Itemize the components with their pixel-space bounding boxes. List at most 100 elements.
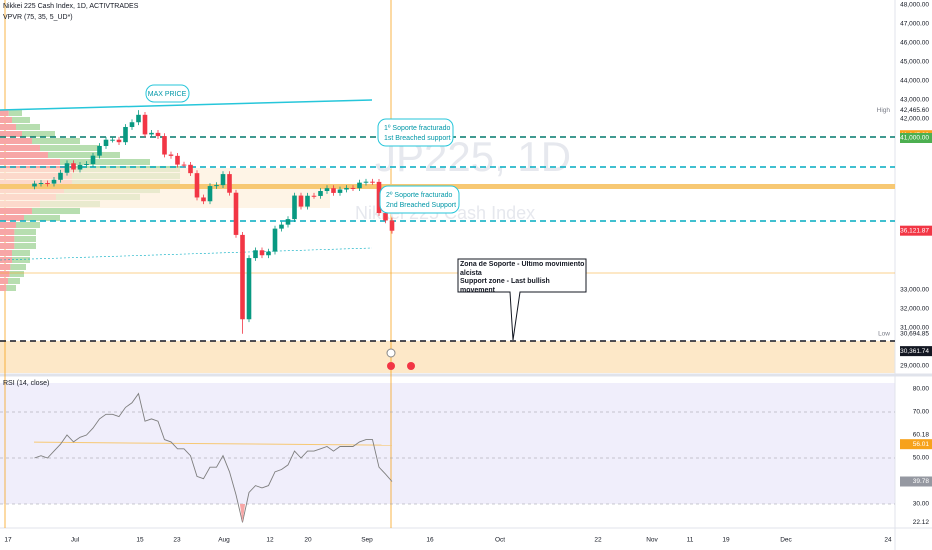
candle-body [51, 179, 57, 184]
callout [145, 84, 190, 103]
profile-bar [0, 208, 32, 214]
candle-body [311, 195, 317, 197]
profile-bar [0, 278, 8, 284]
candle-body [149, 132, 154, 135]
candle-body [38, 183, 44, 185]
callout-text: Support zone - Last bullish movement [460, 278, 550, 292]
candle-body [344, 187, 349, 190]
price-label: 30,361.74 [900, 348, 929, 355]
profile-bar [0, 110, 9, 116]
candle-body [363, 181, 369, 183]
rsi-tick-label: 22.12 [913, 519, 930, 526]
indicator-title: VPVR (75, 35, 5_UD*) [3, 14, 73, 21]
profile-bar [0, 124, 16, 130]
candle-body [253, 250, 258, 259]
candle-body [240, 234, 245, 320]
price-tick-label: 45,000.00 [900, 59, 929, 66]
callout [377, 118, 454, 147]
candle-body [227, 174, 232, 193]
profile-bar [0, 236, 15, 242]
profile-bar [16, 222, 40, 228]
candle-body [168, 154, 174, 156]
candle-body [123, 126, 128, 143]
profile-bar [0, 145, 40, 151]
candle-body [45, 183, 50, 185]
candle-body [331, 188, 336, 193]
candle-body [142, 114, 148, 135]
price-label: 56.01 [913, 441, 930, 448]
time-label: 22 [594, 537, 602, 544]
candle-body [305, 195, 310, 207]
price-tag: Low [878, 331, 890, 338]
candle-body [201, 197, 206, 202]
event-icon [407, 362, 415, 370]
time-label: Sep [361, 537, 373, 544]
profile-bar [0, 271, 10, 277]
candle-body [84, 164, 89, 166]
candle-body [58, 172, 63, 180]
candle-body [175, 155, 180, 165]
candle-body [103, 139, 109, 146]
profile-bar [22, 131, 55, 137]
support-zone [0, 341, 895, 373]
time-label: Oct [495, 537, 505, 544]
price-tick-label: 31,000.00 [900, 325, 929, 332]
profile-bar [12, 250, 30, 256]
profile-bar [0, 250, 12, 256]
candle-body [357, 182, 362, 189]
rsi-tick-label: 60.18 [913, 431, 930, 438]
time-label: 24 [884, 537, 892, 544]
candle-body [64, 163, 70, 173]
profile-bar [12, 257, 30, 263]
candle-body [71, 163, 76, 170]
rsi-ma [33, 441, 393, 446]
price-tick-label: 29,000.00 [900, 363, 929, 370]
price-tick-label: 32,000.00 [900, 306, 929, 313]
profile-bar [0, 117, 12, 123]
price-label-bg [900, 346, 932, 357]
price-label: 42,465.60 [900, 107, 929, 114]
candle-body [220, 174, 226, 186]
candle-body [259, 250, 265, 256]
event-icon [387, 362, 395, 370]
callout-text: 1º Soporte fracturado [384, 125, 450, 132]
profile-bar [0, 285, 7, 291]
rsi-oversold [239, 504, 246, 523]
profile-bar [0, 152, 48, 158]
price-label-bg [900, 133, 932, 143]
candle-body [129, 122, 135, 127]
price-label: 30,694.85 [900, 331, 929, 338]
price-label-bg [900, 225, 932, 236]
profile-bar [9, 271, 24, 277]
time-label: 12 [266, 537, 274, 544]
profile-bar [8, 278, 20, 284]
candle-body [90, 155, 96, 165]
candle-body [337, 189, 343, 193]
profile-bar [14, 229, 36, 235]
callout-text: Zona de Soporte - Último movimiento alci… [460, 261, 585, 277]
time-label: 16 [426, 537, 434, 544]
candle-body [324, 188, 330, 192]
profile-bar [24, 215, 60, 221]
callout [457, 258, 587, 341]
candle-body [116, 139, 122, 143]
candle-body [207, 186, 213, 202]
candles [32, 110, 395, 334]
candle-body [214, 185, 219, 187]
price-label-bg [900, 476, 932, 487]
time-label: Aug [218, 537, 230, 544]
profile-bar [0, 264, 11, 270]
price-label: 41,000.00 [900, 135, 929, 142]
profile-bar [14, 236, 36, 242]
candle-body [279, 224, 284, 229]
time-label: Nov [646, 537, 658, 544]
candle-body [272, 228, 278, 252]
callout-text: 2nd Breached Support [386, 202, 456, 209]
candle-body [389, 220, 395, 231]
candle-body [298, 195, 304, 207]
callout-text: 2º Soporte fracturado [386, 192, 452, 199]
symbol-title: Nikkei 225 Cash Index, 1D, ACTIVTRADES [3, 3, 139, 10]
time-label: 11 [687, 537, 694, 544]
price-label: 39.78 [913, 478, 930, 485]
